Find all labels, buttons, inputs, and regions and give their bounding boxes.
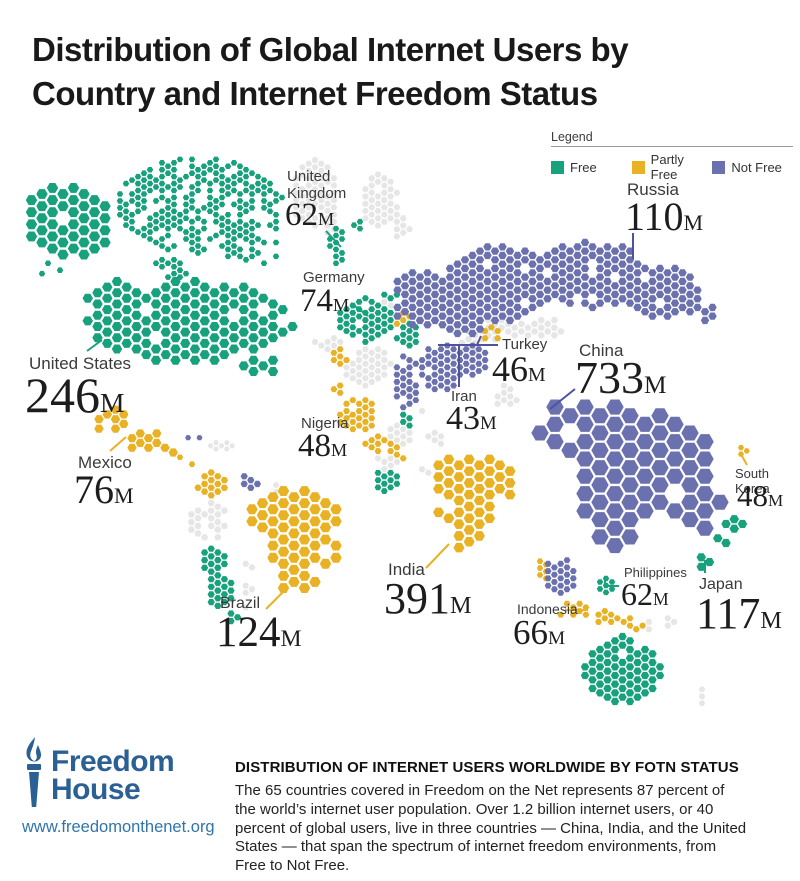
region-alaska bbox=[25, 183, 111, 260]
region-mexico bbox=[94, 405, 178, 457]
free-label: Free bbox=[570, 159, 597, 175]
region-angola bbox=[393, 451, 407, 462]
title-line-2: Country and Internet Freedom Status bbox=[32, 74, 598, 112]
leader-line-south-korea bbox=[741, 455, 748, 466]
region-usa bbox=[82, 277, 298, 376]
region-india bbox=[433, 454, 516, 553]
leader-line-turkey bbox=[476, 335, 482, 346]
leader-line-germany bbox=[350, 302, 369, 317]
region-colombia bbox=[194, 469, 228, 499]
leader-line-usa bbox=[86, 339, 103, 352]
logo-word-freedom: Freedom bbox=[51, 745, 175, 778]
website-link[interactable]: www.freedomonthenet.org bbox=[22, 818, 215, 836]
legend-item-free: Free bbox=[551, 152, 632, 182]
logo-word-house: House bbox=[51, 772, 141, 806]
region-saudi bbox=[418, 342, 464, 393]
freedom-house-logo: Freedom House bbox=[22, 737, 222, 807]
title-line-1: Distribution of Global Internet Users by bbox=[32, 31, 629, 68]
torch-icon bbox=[26, 737, 42, 807]
region-venezuela bbox=[240, 473, 261, 491]
region-greenland bbox=[292, 157, 338, 236]
region-central-america bbox=[176, 454, 196, 467]
region-north-africa bbox=[343, 346, 394, 389]
footer-description: The 65 countries covered in Freedom on t… bbox=[235, 782, 747, 874]
legend-item-not-free: Not Free bbox=[712, 152, 793, 182]
partly-free-label: Partly Free bbox=[650, 152, 684, 182]
free-swatch bbox=[551, 160, 564, 174]
legend-item-partly-free: Partly Free bbox=[631, 152, 713, 182]
region-indonesia bbox=[557, 600, 646, 633]
leader-line-india bbox=[425, 543, 450, 569]
region-russia bbox=[393, 238, 717, 338]
region-china bbox=[531, 399, 729, 554]
region-new-guinea bbox=[645, 615, 678, 633]
region-mongolia bbox=[517, 317, 565, 339]
region-chile-argentina bbox=[201, 545, 242, 625]
leader-line-nigeria bbox=[338, 413, 353, 427]
region-spain bbox=[311, 335, 344, 353]
region-japan bbox=[696, 515, 748, 571]
region-canada bbox=[116, 156, 286, 280]
not-free-label: Not Free bbox=[731, 159, 782, 175]
region-south-korea bbox=[738, 445, 750, 457]
legend: Legend Free Partly Free Not Free bbox=[551, 130, 793, 182]
legend-row: Free Partly Free Not Free bbox=[551, 152, 793, 182]
region-australia bbox=[580, 632, 665, 706]
region-kenya bbox=[399, 411, 413, 429]
logo-wordmark: Freedom House bbox=[51, 737, 175, 806]
partly-free-swatch bbox=[631, 160, 645, 174]
region-brazil bbox=[246, 486, 342, 593]
region-new-zealand bbox=[698, 686, 706, 706]
leader-line-mexico bbox=[109, 436, 127, 452]
region-scandinavia bbox=[362, 171, 413, 240]
footer-text-block: DISTRIBUTION OF INTERNET USERS WORLDWIDE… bbox=[235, 759, 749, 876]
region-afghan-pakistan bbox=[425, 382, 520, 447]
page-title: Distribution of Global Internet Users by… bbox=[32, 28, 629, 116]
region-turkey bbox=[481, 324, 502, 342]
region-aleutians bbox=[38, 260, 64, 277]
region-egypt-sudan bbox=[393, 353, 420, 411]
footer-heading: DISTRIBUTION OF INTERNET USERS WORLDWIDE… bbox=[235, 759, 739, 776]
region-morocco bbox=[330, 346, 350, 367]
region-peru bbox=[187, 499, 228, 541]
region-europe-west bbox=[336, 291, 420, 349]
leader-line-china bbox=[549, 388, 576, 410]
not-free-swatch bbox=[712, 160, 726, 174]
leader-line-uk bbox=[325, 230, 342, 248]
legend-title: Legend bbox=[551, 130, 793, 147]
region-iceland bbox=[350, 218, 364, 232]
region-caribbean bbox=[207, 440, 235, 452]
region-west-africa bbox=[330, 382, 401, 454]
region-se-asia bbox=[544, 557, 577, 596]
leader-line-brazil bbox=[265, 588, 287, 610]
region-south-africa bbox=[374, 469, 401, 494]
leader-line-philippines bbox=[604, 576, 619, 587]
region-argentina-east bbox=[242, 560, 256, 611]
region-cuba bbox=[185, 435, 203, 441]
region-ethiopia bbox=[406, 382, 420, 396]
